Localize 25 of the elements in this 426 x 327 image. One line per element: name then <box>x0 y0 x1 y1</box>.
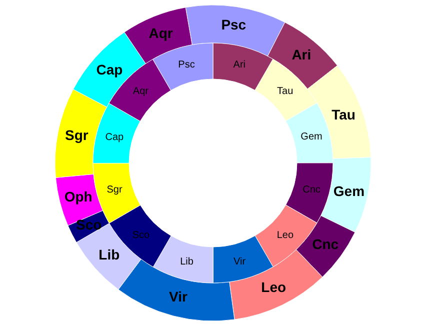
slice-label: Cap <box>96 61 123 78</box>
slice-label: Sco <box>76 216 102 233</box>
slice-label: Lib <box>98 246 120 262</box>
slice-label: Sgr <box>106 184 123 196</box>
slice-label: Cnc <box>302 184 320 196</box>
slice-label: Ari <box>292 46 312 63</box>
slice-label: Cnc <box>312 236 339 252</box>
slice-label: Tau <box>277 86 294 97</box>
slice-label: Oph <box>64 188 92 204</box>
slice-label: Psc <box>221 16 246 33</box>
slice-label: Aqr <box>148 25 174 42</box>
slice-label: Psc <box>178 60 195 71</box>
slice-label: Cap <box>105 132 124 143</box>
slice-label: Sgr <box>64 126 89 143</box>
slice-label: Vir <box>169 288 188 305</box>
slice-label: Leo <box>261 279 286 296</box>
slice-label: Sco <box>132 230 150 242</box>
slice-label: Gem <box>300 132 322 143</box>
slice-label: Gem <box>333 182 365 199</box>
slice-label: Tau <box>332 106 356 122</box>
slice-label: Vir <box>233 256 246 268</box>
slice-label: Aqr <box>132 86 150 98</box>
slice-label: Lib <box>180 256 194 268</box>
slice-label: Leo <box>276 230 294 242</box>
slice-label: Ari <box>233 59 246 70</box>
